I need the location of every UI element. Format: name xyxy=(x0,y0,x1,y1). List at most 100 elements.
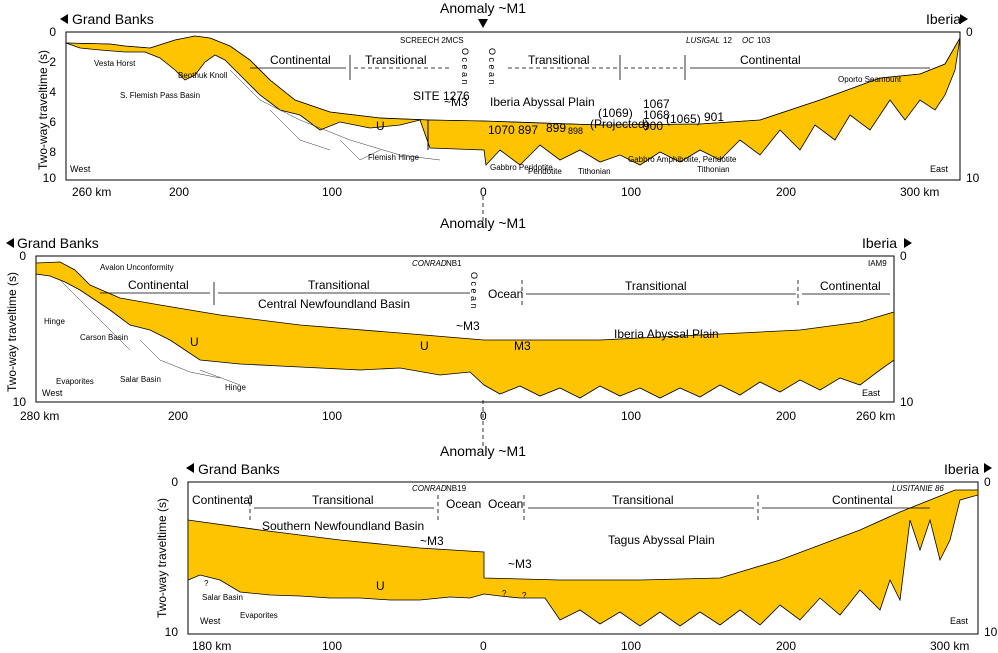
top-xtick: 200 xyxy=(776,185,796,199)
bot-transitional-w: Transitional xyxy=(312,493,374,507)
top-transitional-e: Transitional xyxy=(528,53,590,67)
label-hinge-1: Hinge xyxy=(44,317,65,326)
label-site: SITE 1276 xyxy=(413,89,470,103)
bot-ocean-w: Ocean xyxy=(446,497,481,511)
top-ytick: 4 xyxy=(49,85,56,99)
mid-ylabel: Two-way traveltime (s) xyxy=(5,272,19,392)
bot-xtick: 180 km xyxy=(192,639,231,653)
label-gabbro-perid: Gabbro Peridotite xyxy=(490,163,553,172)
label-top-iap: Iberia Abyssal Plain xyxy=(490,95,595,109)
label-901: 901 xyxy=(704,110,724,124)
top-survey2-num: 12 xyxy=(723,36,732,45)
mid-right-ytick: 0 xyxy=(900,249,907,263)
mid-xtick: 200 xyxy=(168,409,188,423)
label-bot-m3w: ~M3 xyxy=(420,534,444,548)
label-gabbro-amph: Gabbro Amphibolite, Peridotite xyxy=(628,155,737,164)
mid-survey-right: IAM9 xyxy=(868,259,887,268)
arrow-left-icon xyxy=(60,14,68,24)
label-carson: Carson Basin xyxy=(80,333,128,342)
mid-sediment xyxy=(35,261,895,399)
label-bot-evaporites: Evaporites xyxy=(240,611,278,620)
label-mid-iap: Iberia Abyssal Plain xyxy=(614,327,719,341)
top-ocean-w: O c e a n xyxy=(460,48,470,85)
mid-xtick: 260 km xyxy=(856,409,895,423)
label-1070: 1070 xyxy=(488,123,515,137)
top-seafloor xyxy=(65,35,961,126)
bot-east: East xyxy=(950,616,969,626)
label-mid-u1: U xyxy=(190,335,199,349)
label-1069: (1069) xyxy=(598,106,633,120)
top-xtick: 100 xyxy=(621,185,641,199)
mid-transitional-e: Transitional xyxy=(625,279,687,293)
top-reflectors xyxy=(229,69,441,161)
panel-bottom: Anomaly ~M1 Grand Banks Iberia CONRAD NB… xyxy=(155,443,998,653)
bot-xtick: 200 xyxy=(776,639,796,653)
top-ytick: 6 xyxy=(49,115,56,129)
top-continental-w: Continental xyxy=(270,53,331,67)
label-bot-q3: ? xyxy=(522,591,527,600)
bot-ytick: 0 xyxy=(171,475,178,489)
bot-ocean-e: Ocean xyxy=(488,497,523,511)
bot-continental-e: Continental xyxy=(832,493,893,507)
label-snb: Southern Newfoundland Basin xyxy=(262,519,424,533)
anomaly-label-3: Anomaly ~M1 xyxy=(440,443,526,459)
label-tap: Tagus Abyssal Plain xyxy=(608,533,715,547)
bot-ylabel: Two-way traveltime (s) xyxy=(155,498,169,618)
bot-survey-right: LUSITANIE 86 xyxy=(892,484,944,493)
bot-ytick: 10 xyxy=(165,625,179,639)
bot-xtick: 0 xyxy=(480,639,487,653)
top-ytick: 0 xyxy=(49,25,56,39)
arrow-right-icon xyxy=(904,238,912,248)
top-left-region: Grand Banks xyxy=(72,11,154,27)
top-xtick: 300 km xyxy=(900,185,939,199)
mid-right-ytick: 10 xyxy=(900,395,914,409)
bot-continental-w: Continental xyxy=(192,493,253,507)
top-frame xyxy=(65,31,961,181)
label-cnb: Central Newfoundland Basin xyxy=(258,297,410,311)
label-bot-salar: Salar Basin xyxy=(202,593,243,602)
top-ytick: 8 xyxy=(49,145,56,159)
mid-ocean-e: Ocean xyxy=(488,287,523,301)
top-survey3: OC xyxy=(742,36,754,45)
anomaly-marker-icon xyxy=(478,19,488,28)
top-survey: SCREECH 2MCS xyxy=(400,36,464,45)
label-899: 899 xyxy=(546,121,566,135)
label-tithonian-2: Tithonian xyxy=(697,165,730,174)
anomaly-label-2: Anomaly ~M1 xyxy=(440,215,526,231)
bot-sediment xyxy=(187,489,979,627)
mid-east: East xyxy=(862,388,881,398)
label-vesta: Vesta Horst xyxy=(94,59,136,68)
panel-top: Anomaly ~M1 Grand Banks Iberia SCREECH 2… xyxy=(36,0,980,199)
top-east: East xyxy=(930,164,949,174)
arrow-left-icon xyxy=(6,238,14,248)
bot-xtick: 300 km xyxy=(930,639,969,653)
top-west: West xyxy=(70,164,91,174)
top-survey3-num: 103 xyxy=(757,36,771,45)
label-top-u: U xyxy=(376,119,385,133)
label-salar: Salar Basin xyxy=(120,375,161,384)
label-mid-u2: U xyxy=(420,339,429,353)
label-900: 900 xyxy=(643,119,663,133)
label-bot-q1: ? xyxy=(204,579,209,588)
bot-right-ytick: 10 xyxy=(984,625,998,639)
label-beothuk: Beothuk Knoll xyxy=(178,71,228,80)
label-flemish-pass: S. Flemish Pass Basin xyxy=(120,91,200,100)
top-ylabel: Two-way traveltime (s) xyxy=(36,50,50,170)
mid-xtick: 0 xyxy=(480,409,487,423)
top-right-region: Iberia xyxy=(926,11,961,27)
mid-survey: CONRAD xyxy=(412,259,447,268)
mid-ytick: 10 xyxy=(13,395,27,409)
mid-xtick: 100 xyxy=(621,409,641,423)
label-peridotite: Peridotite xyxy=(528,167,562,176)
anomaly-label: Anomaly ~M1 xyxy=(440,0,526,16)
top-continental-e: Continental xyxy=(740,53,801,67)
label-hinge-2: Hinge xyxy=(225,383,246,392)
bot-survey-num: NB19 xyxy=(446,484,467,493)
label-1068: 1068 xyxy=(643,108,670,122)
label-bot-m3e: ~M3 xyxy=(508,557,532,571)
mid-transitional-w: Transitional xyxy=(308,278,370,292)
top-survey2: LUSIGAL xyxy=(686,36,720,45)
mid-right-region: Iberia xyxy=(862,235,897,251)
label-projected: (Projected) xyxy=(590,117,649,131)
